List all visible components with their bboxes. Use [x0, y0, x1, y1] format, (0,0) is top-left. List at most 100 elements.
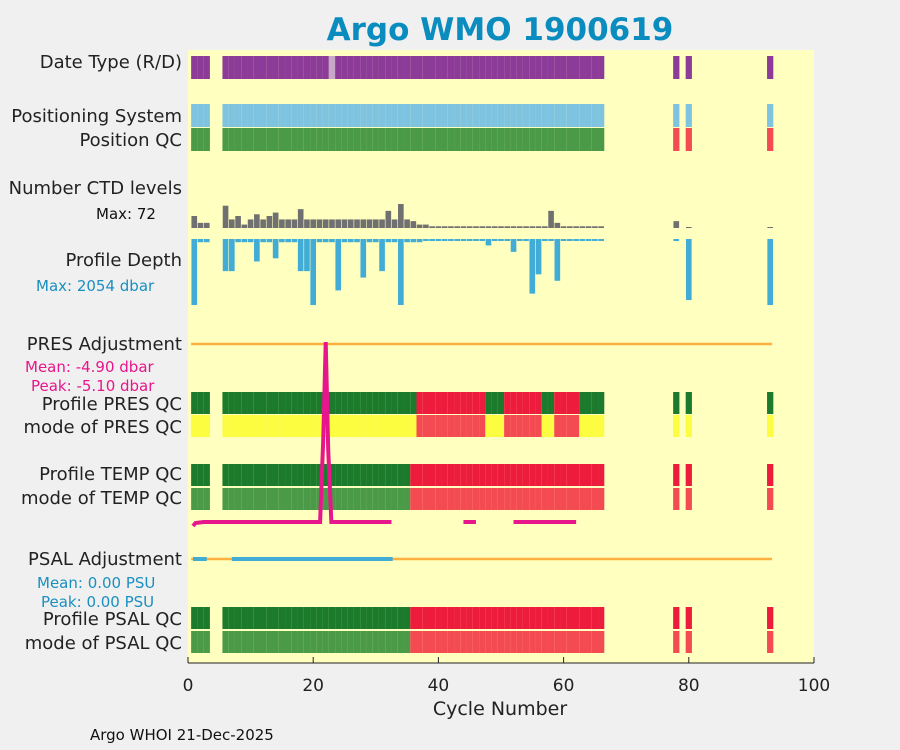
temp-mode-cell: [685, 488, 692, 510]
temp-qc-cell: [598, 464, 605, 486]
pos-system-cell: [447, 104, 455, 127]
pres-qc-cell: [454, 392, 461, 414]
date-type-cell: [535, 56, 542, 79]
pos-system-cell: [241, 104, 248, 127]
pres-mode-cell: [472, 415, 480, 437]
footer-credit: Argo WHOI 21-Dec-2025: [90, 726, 274, 744]
date-type-cell: [316, 56, 323, 79]
psal-qc-cell: [197, 607, 204, 629]
temp-mode-cell: [460, 488, 467, 510]
pres-mode-cell: [310, 415, 317, 437]
position-qc-cell: [422, 128, 430, 151]
profile-depth-bar: [297, 239, 304, 272]
profile-depth-bar: [329, 239, 335, 243]
pres-qc-cell: [497, 392, 505, 414]
pos-system-cell: [278, 104, 286, 127]
date-type-cell: [197, 56, 204, 79]
date-type-cell: [303, 56, 311, 79]
temp-qc-cell: [360, 464, 367, 486]
position-qc-cell: [347, 128, 354, 151]
psal-qc-cell: [416, 607, 423, 629]
pos-system-cell: [385, 104, 392, 127]
position-qc-cell: [466, 128, 473, 151]
pres-qc-cell: [222, 392, 229, 414]
psal-qc-cell: [585, 607, 592, 629]
pos-system-cell: [403, 104, 411, 127]
psal-mode-cell: [579, 631, 586, 653]
pos-system-cell: [566, 104, 573, 127]
pos-system-cell: [366, 104, 373, 127]
temp-mode-cell: [441, 488, 448, 510]
psal-mode-cell: [441, 631, 448, 653]
pres-qc-cell: [460, 392, 467, 414]
psal-mode-cell: [429, 631, 436, 653]
date-type-cell: [310, 56, 317, 79]
pos-system-cell: [485, 104, 492, 127]
position-qc-cell: [547, 128, 555, 151]
pres-mode-cell: [272, 415, 279, 437]
profile-depth-bar: [335, 239, 342, 291]
date-type-cell: [547, 56, 555, 79]
date-type-cell: [447, 56, 455, 79]
date-type-cell: [285, 56, 292, 79]
pres-mode-cell: [266, 415, 273, 437]
psal-mode-cell: [259, 631, 267, 653]
psal-qc-cell: [266, 607, 273, 629]
profile-depth-bar: [385, 239, 392, 243]
x-tick-label: 100: [797, 676, 831, 696]
label-profile-temp-qc: Profile TEMP QC: [39, 464, 182, 485]
temp-qc-cell: [247, 464, 254, 486]
profile-depth-bar: [266, 239, 273, 243]
date-type-cell: [191, 56, 198, 79]
pres-qc-cell: [485, 392, 492, 414]
temp-qc-cell: [510, 464, 517, 486]
temp-mode-cell: [535, 488, 542, 510]
temp-mode-cell: [278, 488, 286, 510]
pres-mode-cell: [466, 415, 473, 437]
psal-mode-cell: [203, 631, 210, 653]
psal-qc-cell: [353, 607, 361, 629]
pos-system-cell: [397, 104, 404, 127]
temp-qc-cell: [378, 464, 386, 486]
temp-mode-cell: [585, 488, 592, 510]
pres-mode-cell: [397, 415, 404, 437]
position-qc-cell: [485, 128, 492, 151]
date-type-cell: [485, 56, 492, 79]
pres-adj-peak: Peak: -5.10 dbar: [31, 377, 155, 395]
temp-qc-cell: [266, 464, 273, 486]
label-positioning-system: Positioning System: [11, 106, 182, 127]
psal-mode-cell: [522, 631, 530, 653]
date-type-cell: [228, 56, 235, 79]
x-axis-label: Cycle Number: [432, 698, 568, 720]
pres-mode-cell: [566, 415, 573, 437]
pres-qc-cell: [441, 392, 448, 414]
pos-system-cell: [441, 104, 448, 127]
profile-depth-bar: [454, 239, 460, 241]
pres-qc-cell: [510, 392, 517, 414]
psal-qc-cell: [547, 607, 555, 629]
pres-qc-cell: [529, 392, 536, 414]
psal-qc-cell: [591, 607, 599, 629]
psal-qc-cell: [278, 607, 286, 629]
pos-system-cell: [341, 104, 348, 127]
ctd-levels-bar: [410, 221, 417, 228]
temp-qc-cell: [328, 464, 336, 486]
date-type-cell: [203, 56, 210, 79]
temp-mode-cell: [504, 488, 511, 510]
psal-mode-cell: [191, 631, 198, 653]
ctd-levels-bar: [266, 216, 273, 228]
date-type-cell: [397, 56, 404, 79]
position-qc-cell: [353, 128, 361, 151]
temp-qc-cell: [767, 464, 774, 486]
pos-system-cell: [391, 104, 398, 127]
profile-depth-bar: [554, 239, 561, 281]
pres-mode-cell: [297, 415, 304, 437]
pres-qc-cell: [253, 392, 260, 414]
temp-qc-cell: [560, 464, 567, 486]
date-type-cell: [541, 56, 548, 79]
temp-qc-cell: [316, 464, 323, 486]
psal-mode-cell: [516, 631, 523, 653]
temp-qc-cell: [253, 464, 260, 486]
pos-system-cell: [310, 104, 317, 127]
profile-depth-bar: [529, 239, 536, 294]
